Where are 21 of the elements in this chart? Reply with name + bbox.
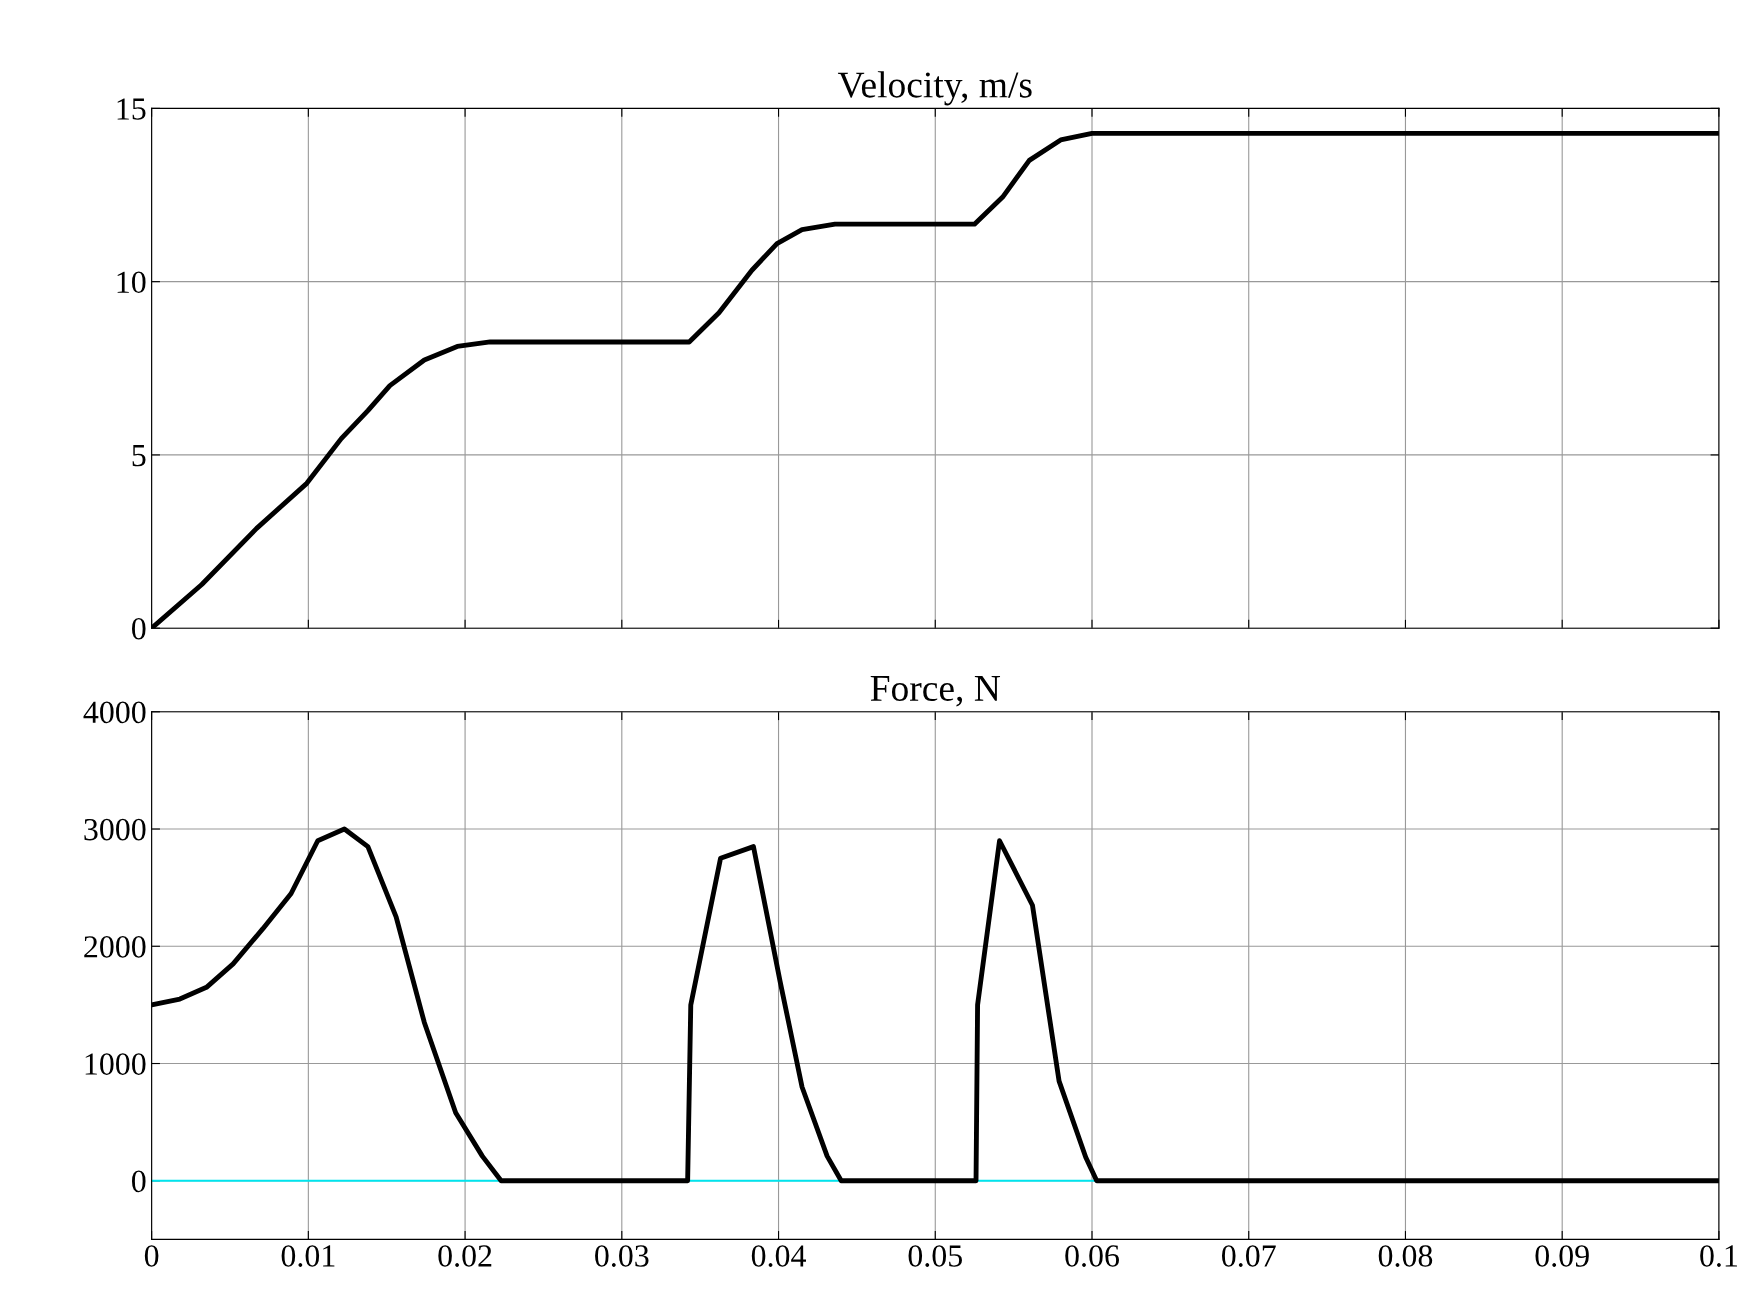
x-tick-label: 0.06: [1065, 1245, 1119, 1267]
chart-title: Force, N: [870, 676, 1001, 707]
y-tick-label: 4000: [83, 701, 146, 724]
y-tick-label: 5: [132, 445, 146, 467]
x-tick-label: 0.02: [438, 1245, 492, 1267]
x-tick-label: 0.03: [595, 1245, 649, 1267]
y-tick-label: 0: [132, 1170, 146, 1193]
x-tick-label: 0.05: [908, 1245, 962, 1267]
x-tick-label: 0.01: [281, 1245, 335, 1267]
y-tick-label: 10: [117, 271, 146, 294]
y-tick-label: 2000: [84, 936, 146, 958]
x-tick-label: 0.1: [1700, 1245, 1737, 1267]
x-tick-label: 0.08: [1378, 1245, 1433, 1267]
y-tick-label: 0: [132, 618, 146, 640]
x-tick-label: 0.07: [1222, 1245, 1276, 1267]
y-tick-label: 3000: [84, 818, 146, 841]
x-tick-label: 0.09: [1535, 1245, 1589, 1267]
y-tick-label: 1000: [85, 1053, 146, 1075]
y-tick-label: 15: [117, 98, 146, 120]
chart-title: Velocity, m/s: [837, 71, 1032, 106]
x-tick-label: 0.04: [751, 1245, 806, 1267]
